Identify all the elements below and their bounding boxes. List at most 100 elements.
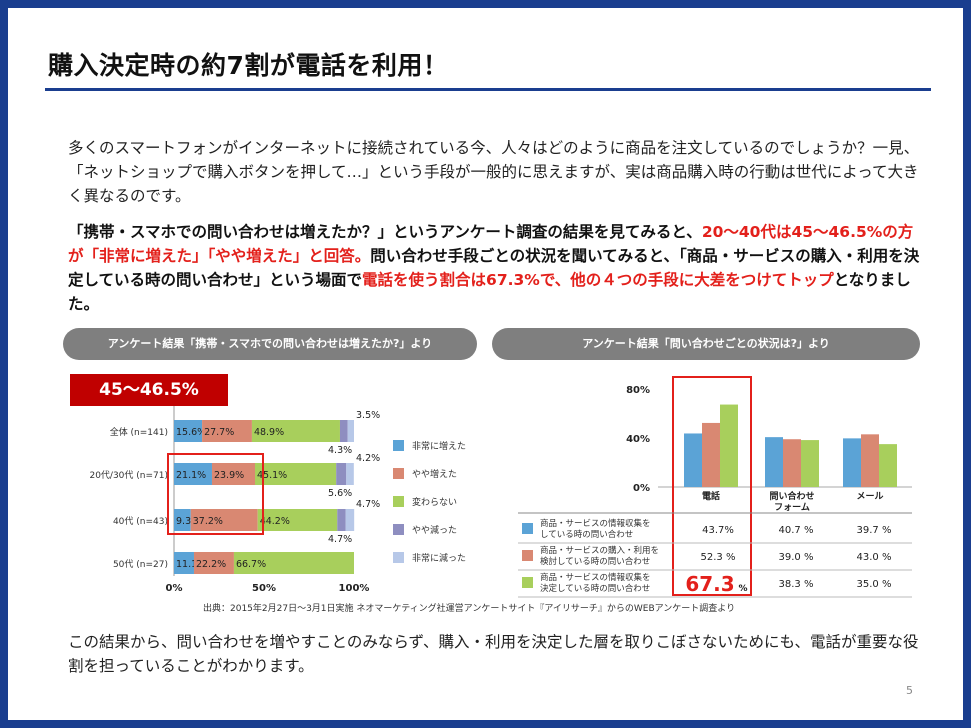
bar-segment [339, 420, 348, 442]
summary-highlight-2: 電話を使う割合は67.3%で、他の４つの手段に大差をつけてトップ [362, 271, 834, 289]
table-value: 43.7% [702, 525, 734, 536]
category-label: 20代/30代 (n=71) [89, 470, 168, 481]
legend-label: 変わらない [412, 496, 457, 508]
table-value: 39.7 % [857, 525, 892, 536]
bar-value-label: 21.1% [176, 470, 206, 481]
left-chart-header: アンケート結果「携帯・スマホでの問い合わせは増えたか?」より [63, 328, 477, 360]
summary-text-1: 「携帯・スマホでの問い合わせは増えたか？」というアンケート調査の結果を見てみると… [68, 223, 702, 241]
bar-value-label: 3.5% [356, 410, 380, 421]
bar-value-label: 27.7% [204, 427, 234, 438]
bar [783, 439, 801, 487]
category-label: 40代 (n=43) [113, 516, 168, 527]
bar-value-label: 22.2% [196, 559, 226, 570]
bar [702, 422, 720, 487]
legend-label: 非常に増えた [412, 440, 466, 452]
legend-swatch [393, 468, 404, 479]
x-tick-label: 0% [166, 583, 183, 594]
summary-text-3: となりました。 [68, 271, 911, 313]
right-chart-header: アンケート結果「問い合わせごとの状況は?」より [492, 328, 920, 360]
legend-swatch [393, 440, 404, 451]
x-tick-label: 50% [252, 583, 276, 594]
bar-segment [257, 509, 338, 531]
y-tick-label: 40% [626, 434, 650, 445]
table-value: 35.0 % [857, 579, 892, 590]
bar-segment [174, 552, 194, 574]
bar-value-label: 66.7% [236, 559, 266, 570]
bar-value-label: 5.6% [328, 488, 352, 499]
conclusion-paragraph: この結果から、問い合わせを増やすことのみならず、購入・利用を決定した層を取りこぼ… [68, 633, 919, 675]
category-label: 全体 (n=141) [110, 426, 168, 438]
source-note: 出典：2015年2月27日〜3月1日実施 ネオマーケティング社運営アンケートサイ… [203, 604, 736, 614]
legend-swatch [522, 523, 533, 534]
bar-segment [174, 420, 203, 442]
bar-segment [345, 509, 355, 531]
legend-swatch [522, 550, 533, 561]
legend-swatch [393, 524, 404, 535]
page-number: 5 [906, 684, 913, 697]
highlight-label-box: 45〜46.5% [70, 374, 228, 406]
page-title: 購入決定時の約7割が電話を利用！ [48, 51, 449, 80]
legend-swatch [522, 577, 533, 588]
intro-paragraph: 多くのスマートフォンがインターネットに接続されている今、人々はどのように商品を注… [68, 139, 920, 205]
bar-value-label: 44.2% [260, 516, 290, 527]
bar-segment [211, 463, 255, 485]
bar-segment [233, 552, 354, 574]
x-tick-label: 100% [339, 583, 370, 594]
bar-segment [174, 509, 191, 531]
bar-segment [336, 463, 347, 485]
bar-value-label: 37.2% [193, 516, 223, 527]
legend-swatch [393, 552, 404, 563]
bar-value-label: 45.1% [257, 470, 287, 481]
bar-value-label: 15.6% [176, 427, 206, 438]
bar-segment [255, 463, 337, 485]
summary-paragraph: 「携帯・スマホでの問い合わせは増えたか？」というアンケート調査の結果を見てみると… [68, 220, 928, 316]
slide: { "title": "購入決定時の約7割が電話を利用！", "intro": … [8, 8, 963, 720]
bar-segment [337, 509, 346, 531]
summary-highlight-1: 20〜40代は45〜46.5%の方が「非常に増えた」「やや増えた」と回答。 [68, 223, 914, 265]
category-label: メール [856, 491, 883, 502]
y-tick-label: 0% [633, 483, 650, 494]
legend-label: やや増えた [412, 468, 457, 480]
legend-label: 商品・サービスの情報収集を [540, 518, 651, 529]
legend-label: 非常に減った [412, 552, 466, 564]
bar-segment [190, 509, 258, 531]
bar-value-label: 4.7% [328, 534, 352, 545]
bar [879, 444, 897, 487]
bar [765, 437, 783, 487]
highlight-frame [167, 453, 264, 535]
bar-value-label: 11.1% [176, 559, 206, 570]
table-value: 39.0 % [779, 552, 814, 563]
bar-segment [347, 420, 354, 442]
title-divider [45, 88, 931, 91]
table-value: 43.0 % [857, 552, 892, 563]
bar-value-label: 4.2% [356, 453, 380, 464]
bar-segment [251, 420, 340, 442]
bar-value-label: 4.3% [328, 445, 352, 456]
bar-segment [174, 463, 212, 485]
highlight-value: 67.3 [685, 572, 734, 596]
category-label: 50代 (n=27) [113, 559, 168, 570]
highlight-unit: % [738, 584, 747, 594]
bar-value-label: 23.9% [214, 470, 244, 481]
bar [843, 438, 861, 487]
table-value: 38.3 % [779, 579, 814, 590]
legend-swatch [393, 496, 404, 507]
bar-segment [346, 463, 354, 485]
bar-segment [193, 552, 234, 574]
bar-segment [202, 420, 252, 442]
summary-text-2: 問い合わせ手段ごとの状況を聞いてみると、「商品・サービスの購入・利用を決定してい… [68, 247, 920, 289]
category-label: 問い合わせ [769, 490, 814, 502]
highlight-frame [672, 376, 752, 596]
bar [801, 440, 819, 487]
table-value: 40.7 % [779, 525, 814, 536]
category-label: 電話 [702, 490, 720, 502]
y-tick-label: 80% [626, 385, 650, 396]
legend-label: やや減った [412, 524, 457, 536]
legend-label: している時の問い合わせ [540, 529, 633, 540]
survey-increase-chart: 全体 (n=141) 15.6%27.7% 48.9% 3.5% 4.3% 20代/30代… [89, 406, 466, 594]
legend-label: 検討している時の問い合わせ [540, 556, 650, 567]
table-value: 52.3 % [701, 552, 736, 563]
legend-label: 商品・サービスの購入・利用を [540, 545, 659, 556]
bar [684, 433, 702, 487]
